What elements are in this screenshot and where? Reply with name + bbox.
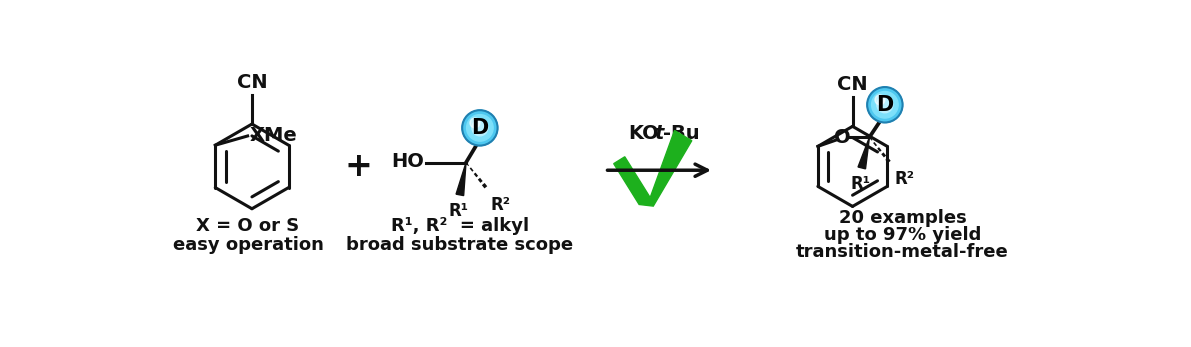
Text: R¹, R²  = alkyl: R¹, R² = alkyl	[391, 217, 529, 235]
Circle shape	[462, 110, 498, 146]
Polygon shape	[456, 162, 466, 196]
Text: up to 97% yield: up to 97% yield	[824, 226, 981, 244]
Text: broad substrate scope: broad substrate scope	[347, 236, 573, 254]
Circle shape	[470, 118, 480, 128]
Text: CN: CN	[237, 73, 267, 92]
Text: -Bu: -Bu	[663, 124, 700, 143]
Circle shape	[875, 95, 885, 105]
Circle shape	[472, 120, 488, 136]
Text: transition-metal-free: transition-metal-free	[797, 243, 1009, 261]
Text: XMe: XMe	[250, 126, 298, 145]
Text: easy operation: easy operation	[173, 236, 324, 254]
Text: R²: R²	[894, 170, 915, 188]
Text: R¹: R¹	[448, 202, 468, 220]
Circle shape	[872, 92, 898, 118]
Text: X = O or S: X = O or S	[197, 217, 300, 235]
Text: R²: R²	[491, 196, 511, 214]
Text: t: t	[655, 124, 663, 143]
Circle shape	[467, 115, 493, 141]
Circle shape	[877, 97, 893, 113]
Text: HO: HO	[391, 152, 424, 171]
Circle shape	[867, 87, 903, 122]
Polygon shape	[858, 137, 869, 169]
Polygon shape	[613, 130, 692, 206]
Text: CN: CN	[837, 75, 868, 94]
Text: 20 examples: 20 examples	[838, 209, 966, 227]
Text: KO: KO	[629, 124, 660, 143]
Text: R¹: R¹	[850, 175, 871, 193]
Text: D: D	[472, 118, 488, 138]
Text: D: D	[877, 95, 893, 115]
Text: O: O	[834, 128, 850, 147]
Text: +: +	[344, 150, 372, 183]
